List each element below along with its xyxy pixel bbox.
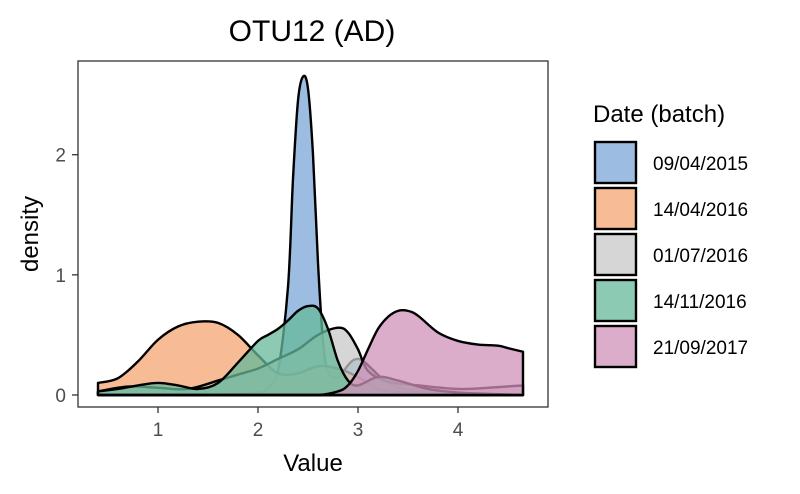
legend: Date (batch) 09/04/2015 14/04/2016 01/07/2… xyxy=(593,101,748,369)
legend-label-series-4: 14/11/2016 xyxy=(653,292,747,313)
y-tick-label-1: 0 xyxy=(55,386,66,407)
density-area-series-5 xyxy=(96,309,525,397)
plot-panel-border xyxy=(77,60,549,408)
x-axis-title: Value xyxy=(283,450,343,477)
x-tick-label-1: 1 xyxy=(153,420,164,441)
legend-items: 09/04/2015 14/04/2016 01/07/2016 14/11/2016… xyxy=(593,140,748,369)
x-tick-label-2: 2 xyxy=(253,420,264,441)
chart-title: OTU12 (AD) xyxy=(229,15,396,48)
x-tick-label-4: 4 xyxy=(453,420,464,441)
legend-label-series-2: 14/04/2016 xyxy=(653,200,748,221)
y-axis-title: density xyxy=(17,196,44,272)
y-axis: 0 1 2 xyxy=(55,146,78,407)
legend-title: Date (batch) xyxy=(593,101,725,128)
legend-key-series-5 xyxy=(593,324,638,369)
legend-label-series-5: 21/09/2017 xyxy=(653,338,748,359)
x-axis: 1 2 3 4 xyxy=(153,407,464,441)
legend-label-series-1: 09/04/2015 xyxy=(653,154,748,175)
legend-key-series-1 xyxy=(593,140,638,185)
x-tick-label-3: 3 xyxy=(353,420,364,441)
series-layer xyxy=(96,74,525,397)
y-tick-label-2: 1 xyxy=(55,266,66,287)
legend-key-series-2 xyxy=(593,186,638,231)
legend-key-series-3 xyxy=(593,232,638,277)
legend-key-series-4 xyxy=(593,278,638,323)
legend-label-series-3: 01/07/2016 xyxy=(653,246,748,267)
y-tick-label-3: 2 xyxy=(55,146,66,167)
